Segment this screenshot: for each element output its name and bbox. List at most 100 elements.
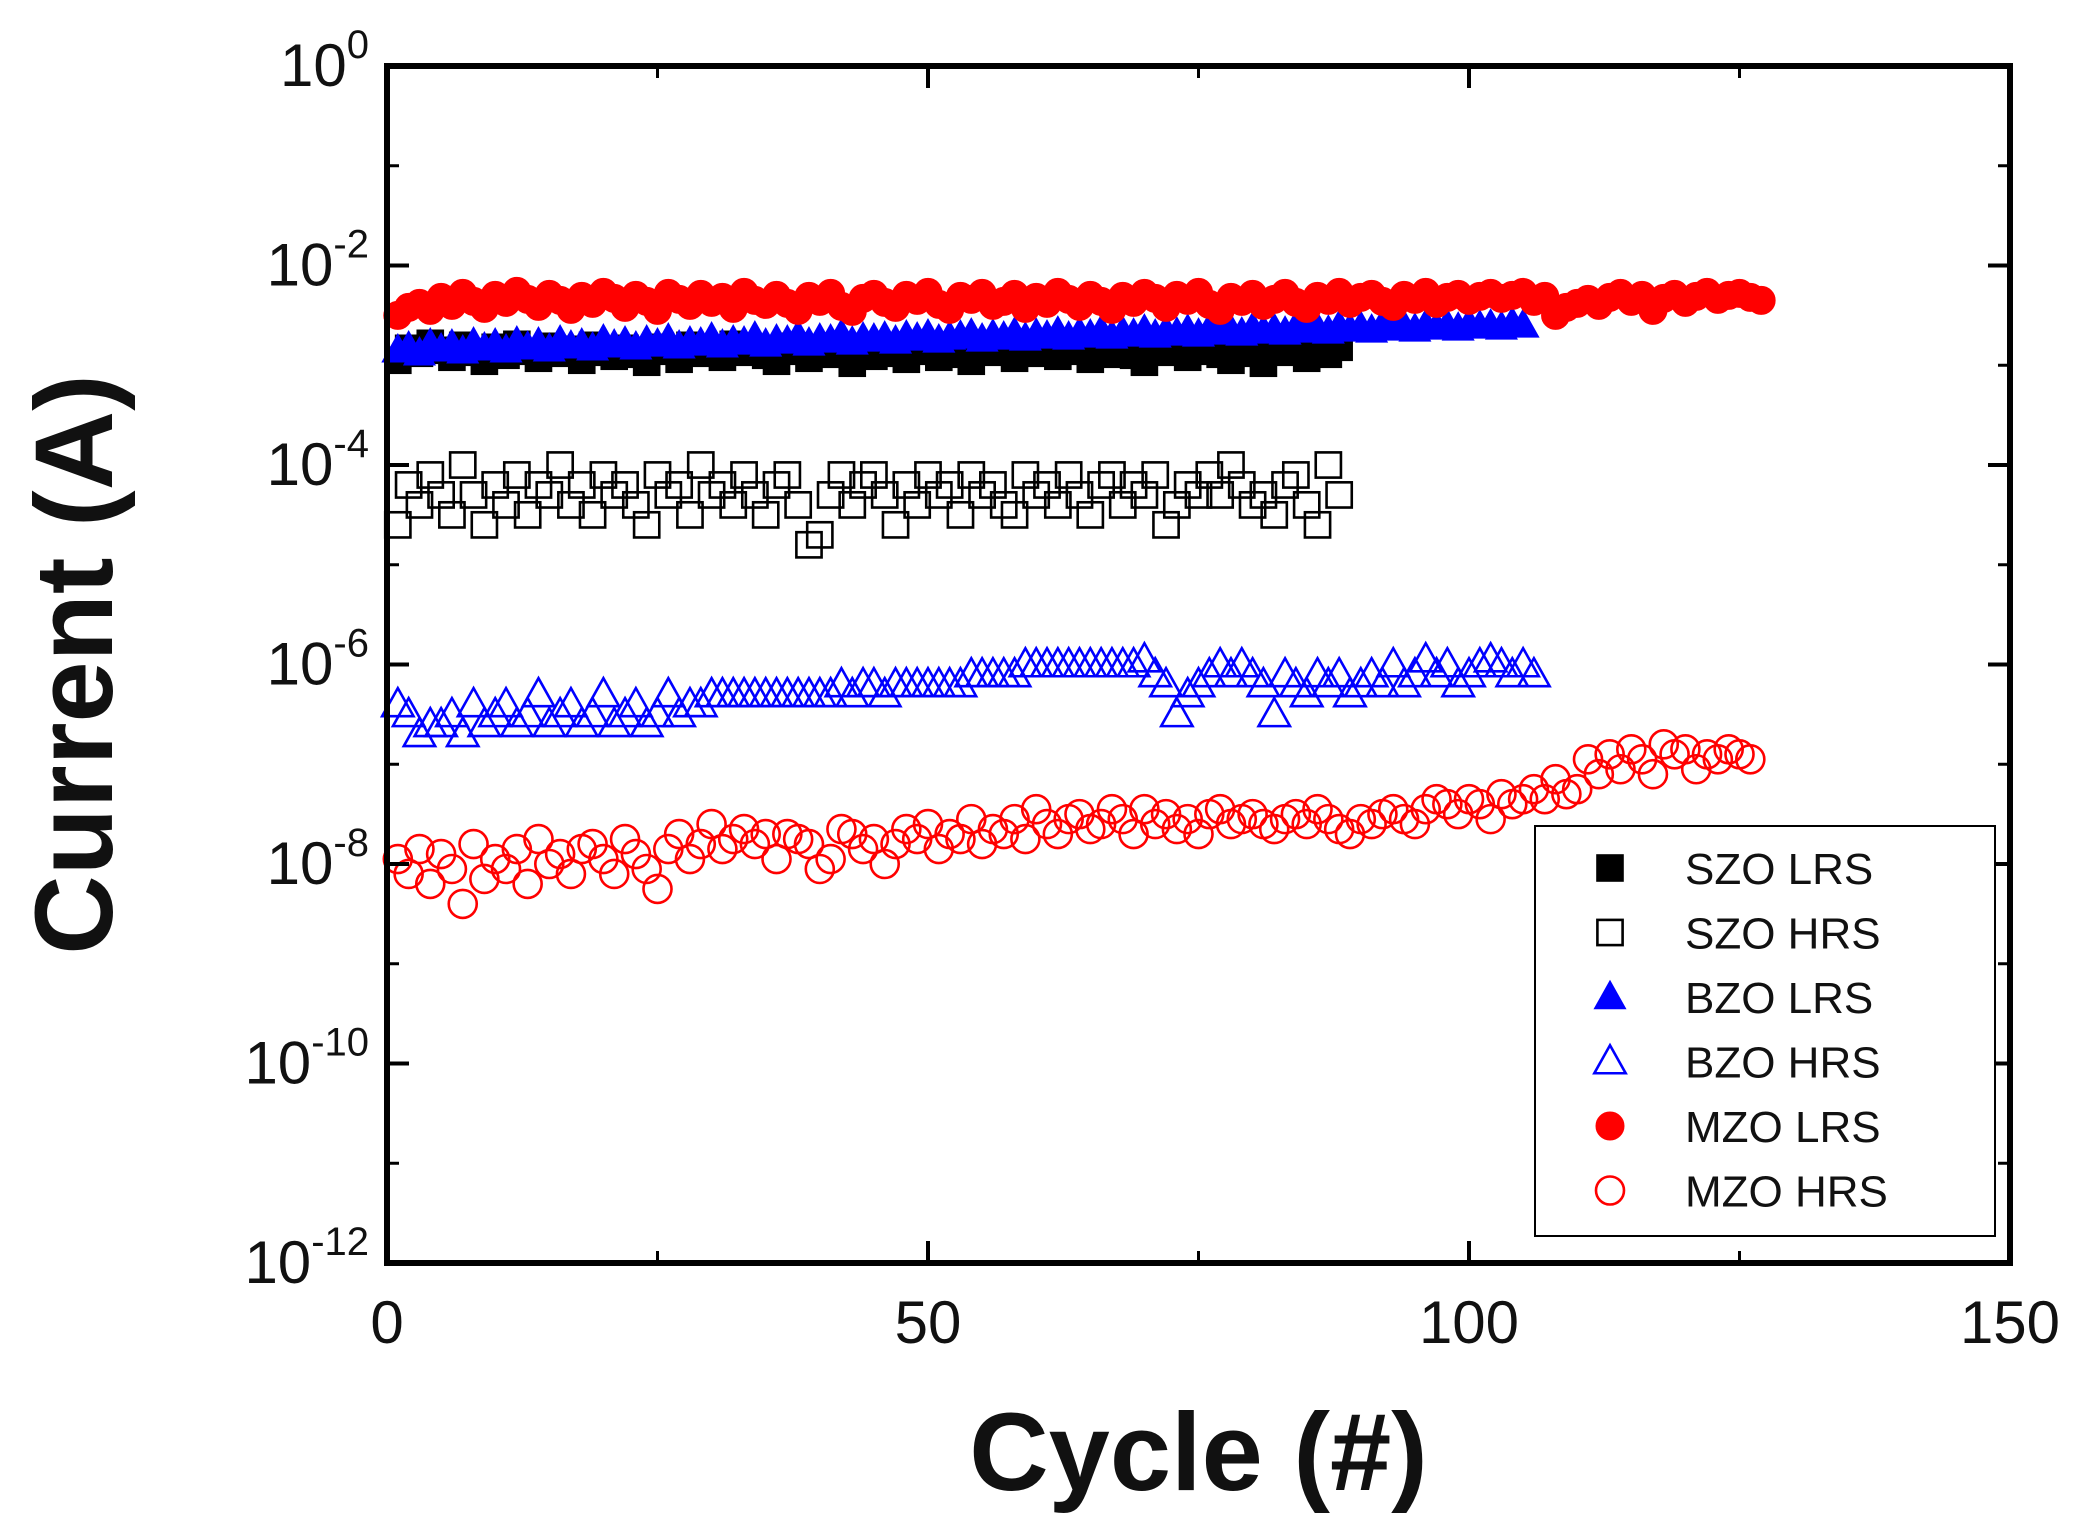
point-bzo-hrs <box>488 685 524 718</box>
point-mzo-hrs <box>1702 743 1734 775</box>
point-szo-hrs <box>470 510 499 539</box>
point-mzo-hrs <box>804 853 836 885</box>
point-szo-hrs <box>416 461 445 489</box>
legend-marker-szo-lrs <box>1596 854 1624 882</box>
point-szo-hrs <box>1119 471 1148 499</box>
point-szo-hrs <box>870 481 899 509</box>
point-szo-hrs <box>708 471 737 499</box>
point-mzo-hrs <box>523 823 554 855</box>
y-tick-label: 10-8 <box>267 821 369 897</box>
point-bzo-hrs <box>1126 640 1163 673</box>
point-mzo-hrs <box>1605 753 1636 785</box>
point-bzo-hrs <box>466 705 503 738</box>
point-mzo-hrs <box>533 848 565 880</box>
point-mzo-hrs <box>1410 793 1442 825</box>
legend-entry-mzo-hrs: MZO HRS <box>1594 1168 1888 1217</box>
point-mzo-hrs <box>869 848 901 880</box>
point-mzo-hrs <box>945 823 976 855</box>
point-mzo-hrs <box>1313 803 1344 835</box>
point-szo-hrs <box>827 461 856 489</box>
point-szo-hrs <box>1043 490 1072 519</box>
point-szo-hrs <box>438 500 466 529</box>
point-szo-hrs <box>719 490 748 519</box>
point-mzo-hrs <box>1280 798 1312 830</box>
point-szo-hrs <box>1325 481 1354 509</box>
point-bzo-hrs <box>639 695 676 728</box>
legend-label-mzo-hrs: MZO HRS <box>1685 1168 1888 1217</box>
x-tick-label: 100 <box>1419 1289 1519 1356</box>
point-mzo-hrs <box>815 843 846 875</box>
point-mzo-hrs <box>393 858 424 890</box>
legend-marker-bzo-hrs <box>1592 1042 1628 1075</box>
point-szo-hrs <box>740 481 769 509</box>
point-bzo-hrs <box>1158 695 1195 728</box>
point-mzo-hrs <box>1010 823 1041 855</box>
point-szo-hrs <box>968 481 997 509</box>
point-szo-hrs <box>1227 471 1256 499</box>
point-bzo-hrs <box>1342 665 1379 698</box>
point-mzo-hrs <box>1486 778 1517 810</box>
point-bzo-hrs <box>1472 640 1509 673</box>
point-mzo-hrs <box>631 853 662 885</box>
point-szo-hrs <box>459 481 488 509</box>
series-mzo-lrs <box>383 276 1776 330</box>
point-bzo-hrs <box>477 695 514 728</box>
series-szo-hrs <box>383 451 1354 559</box>
point-mzo-hrs <box>469 863 500 895</box>
x-tick-label: 0 <box>370 1289 403 1356</box>
point-szo-hrs <box>1130 481 1159 509</box>
point-mzo-hrs <box>1561 773 1593 805</box>
data-layer <box>379 276 1776 920</box>
point-bzo-hrs <box>1418 655 1455 688</box>
point-szo-hrs <box>405 490 434 519</box>
point-szo-hrs <box>1162 490 1191 519</box>
series-bzo-hrs <box>379 640 1552 748</box>
point-bzo-hrs <box>542 695 579 728</box>
y-axis-title: Current (A) <box>13 374 136 955</box>
point-szo-hrs <box>1076 500 1105 529</box>
point-bzo-hrs <box>1429 645 1466 678</box>
point-szo-hrs <box>1011 461 1040 489</box>
point-bzo-lrs <box>1506 308 1540 338</box>
point-szo-hrs <box>686 451 715 479</box>
point-bzo-hrs <box>1256 695 1293 728</box>
point-szo-hrs <box>1152 510 1180 539</box>
legend-entry-szo-lrs: SZO LRS <box>1596 845 1873 894</box>
point-mzo-hrs <box>1518 773 1550 805</box>
point-bzo-hrs <box>509 695 546 728</box>
point-szo-hrs <box>621 490 650 519</box>
point-mzo-hrs <box>544 838 576 870</box>
point-szo-hrs <box>557 490 585 519</box>
point-szo-hrs <box>816 481 845 509</box>
point-bzo-hrs <box>1191 655 1228 688</box>
legend-label-bzo-lrs: BZO LRS <box>1685 974 1873 1023</box>
point-szo-hrs <box>502 461 531 489</box>
point-szo-hrs <box>914 461 942 489</box>
point-mzo-hrs <box>1258 813 1290 845</box>
point-mzo-hrs <box>1161 813 1193 845</box>
legend-entry-bzo-lrs: BZO LRS <box>1593 974 1873 1023</box>
point-mzo-hrs <box>1377 793 1409 825</box>
point-mzo-hrs <box>642 873 673 905</box>
point-szo-hrs <box>611 471 639 499</box>
point-bzo-hrs <box>1440 665 1477 698</box>
point-szo-hrs <box>1292 490 1321 519</box>
legend-box <box>1534 825 1996 1237</box>
point-mzo-hrs <box>414 868 446 900</box>
point-mzo-hrs <box>1616 733 1647 765</box>
point-szo-hrs <box>1271 471 1299 499</box>
point-szo-hrs <box>1303 510 1332 539</box>
point-szo-hrs <box>1173 471 1202 499</box>
point-szo-hrs <box>1033 471 1061 499</box>
point-szo-hrs <box>881 510 910 539</box>
point-szo-hrs <box>632 510 661 539</box>
point-bzo-hrs <box>498 705 535 738</box>
point-szo-hrs <box>979 471 1007 499</box>
point-szo-hrs <box>903 490 932 519</box>
point-szo-hrs <box>751 500 780 529</box>
point-szo-hrs <box>935 471 964 499</box>
ticks-layer <box>385 64 2012 1265</box>
legend-label-szo-hrs: SZO HRS <box>1685 910 1881 959</box>
point-bzo-hrs <box>1213 655 1249 688</box>
